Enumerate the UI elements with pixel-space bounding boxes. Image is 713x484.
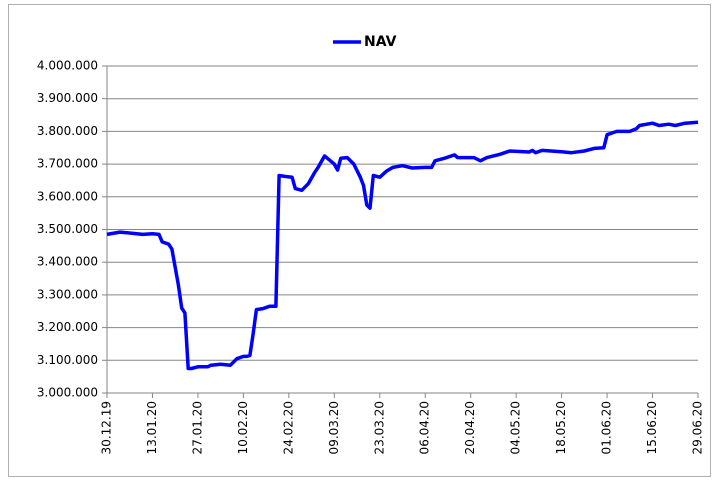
y-tick-label: 3.500.000 (37, 222, 98, 236)
x-tick-label: 04.05.20 (509, 401, 523, 454)
x-tick-label: 09.03.20 (327, 401, 341, 454)
y-tick-label: 3.200.000 (37, 320, 98, 334)
x-tick-label: 20.04.20 (463, 401, 477, 454)
y-tick-label: 3.600.000 (37, 189, 98, 203)
x-tick-label: 10.02.20 (236, 401, 250, 454)
x-tick-label: 24.02.20 (281, 401, 295, 454)
y-tick-label: 3.700.000 (37, 157, 98, 171)
x-tick-label: 13.01.20 (145, 401, 159, 454)
x-tick-label: 27.01.20 (190, 401, 204, 454)
y-tick-label: 3.800.000 (37, 124, 98, 138)
y-tick-label: 3.300.000 (37, 287, 98, 301)
x-tick-label: 23.03.20 (372, 401, 386, 454)
x-tick-label: 01.06.20 (600, 401, 614, 454)
legend-label: NAV (364, 34, 397, 50)
chart-frame (8, 4, 711, 477)
y-tick-label: 3.900.000 (37, 91, 98, 105)
y-tick-label: 3.400.000 (37, 255, 98, 269)
x-tick-label: 15.06.20 (645, 401, 659, 454)
x-tick-label: 29.06.20 (691, 401, 705, 454)
x-tick-label: 06.04.20 (418, 401, 432, 454)
y-tick-label: 3.000.000 (37, 386, 98, 400)
series-line (106, 120, 699, 371)
x-tick-label: 18.05.20 (554, 401, 568, 454)
y-tick-label: 4.000.000 (37, 59, 98, 73)
x-tick-label: 30.12.19 (100, 401, 114, 454)
y-tick-label: 3.100.000 (37, 353, 98, 367)
